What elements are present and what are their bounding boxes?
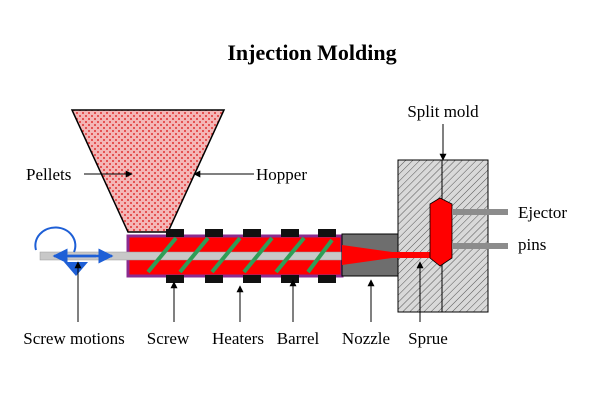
heaters-bottom <box>166 275 336 283</box>
label-split-mold: Split mold <box>407 102 479 121</box>
sprue <box>388 252 430 258</box>
label-heaters: Heaters <box>212 329 264 348</box>
label-barrel: Barrel <box>277 329 320 348</box>
hopper <box>70 109 226 233</box>
label-pins: pins <box>518 235 546 254</box>
heaters-top <box>166 229 336 237</box>
label-ejector: Ejector <box>518 203 567 222</box>
nozzle-melt <box>342 245 392 265</box>
rotation-arrow <box>34 226 77 253</box>
ejector-pin-top <box>452 209 508 215</box>
label-screw: Screw <box>147 329 190 348</box>
label-hopper: Hopper <box>256 165 307 184</box>
label-pellets: Pellets <box>26 165 71 184</box>
mold-cavity <box>429 197 453 267</box>
screw-flights <box>146 236 334 274</box>
leader-lines <box>74 124 447 322</box>
rotation-arrow-head <box>64 262 88 276</box>
label-sprue: Sprue <box>408 329 448 348</box>
label-nozzle: Nozzle <box>342 329 390 348</box>
ejector-pin-bottom <box>452 243 508 249</box>
diagram-title: Injection Molding <box>227 40 396 65</box>
label-screw-motions: Screw motions <box>23 329 125 348</box>
